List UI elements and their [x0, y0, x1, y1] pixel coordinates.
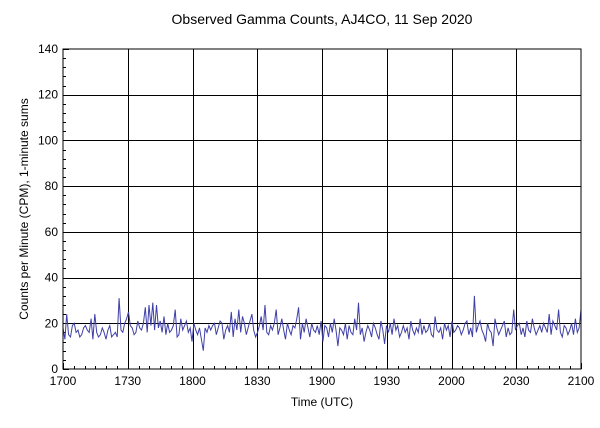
- y-tick-label: 20: [45, 316, 59, 330]
- plot-frame: [62, 48, 582, 370]
- y-tick-label: 40: [45, 271, 59, 285]
- x-tick-label: 1730: [114, 374, 141, 388]
- y-axis-label: Counts per Minute (CPM), 1-minute sums: [17, 98, 31, 319]
- y-tick-label: 80: [45, 179, 59, 193]
- y-tick-label: 100: [38, 133, 58, 147]
- x-tick-labels: 1700 1730 1800 1830 1900 1930 2000 2030 2100: [50, 374, 595, 388]
- x-tick-label: 2000: [438, 374, 465, 388]
- y-tick-label: 60: [45, 225, 59, 239]
- x-tick-label: 1800: [179, 374, 206, 388]
- y-tick-label: 120: [38, 88, 58, 102]
- x-tick-label: 1930: [373, 374, 400, 388]
- chart-title: Observed Gamma Counts, AJ4CO, 11 Sep 202…: [172, 11, 473, 27]
- y-tick-labels: 0 20 40 60 80 100 120 140: [38, 42, 58, 376]
- x-tick-label: 1900: [309, 374, 336, 388]
- x-tick-label: 2030: [503, 374, 530, 388]
- x-tick-label: 1700: [50, 374, 77, 388]
- x-tick-label: 1830: [244, 374, 271, 388]
- series-line-gamma-counts: [62, 295, 582, 351]
- y-tick-label: 140: [38, 42, 58, 56]
- grid-lines: [63, 49, 581, 369]
- y-tick-label: 0: [51, 362, 58, 376]
- x-tick-label: 2100: [568, 374, 595, 388]
- x-axis-label: Time (UTC): [291, 395, 353, 409]
